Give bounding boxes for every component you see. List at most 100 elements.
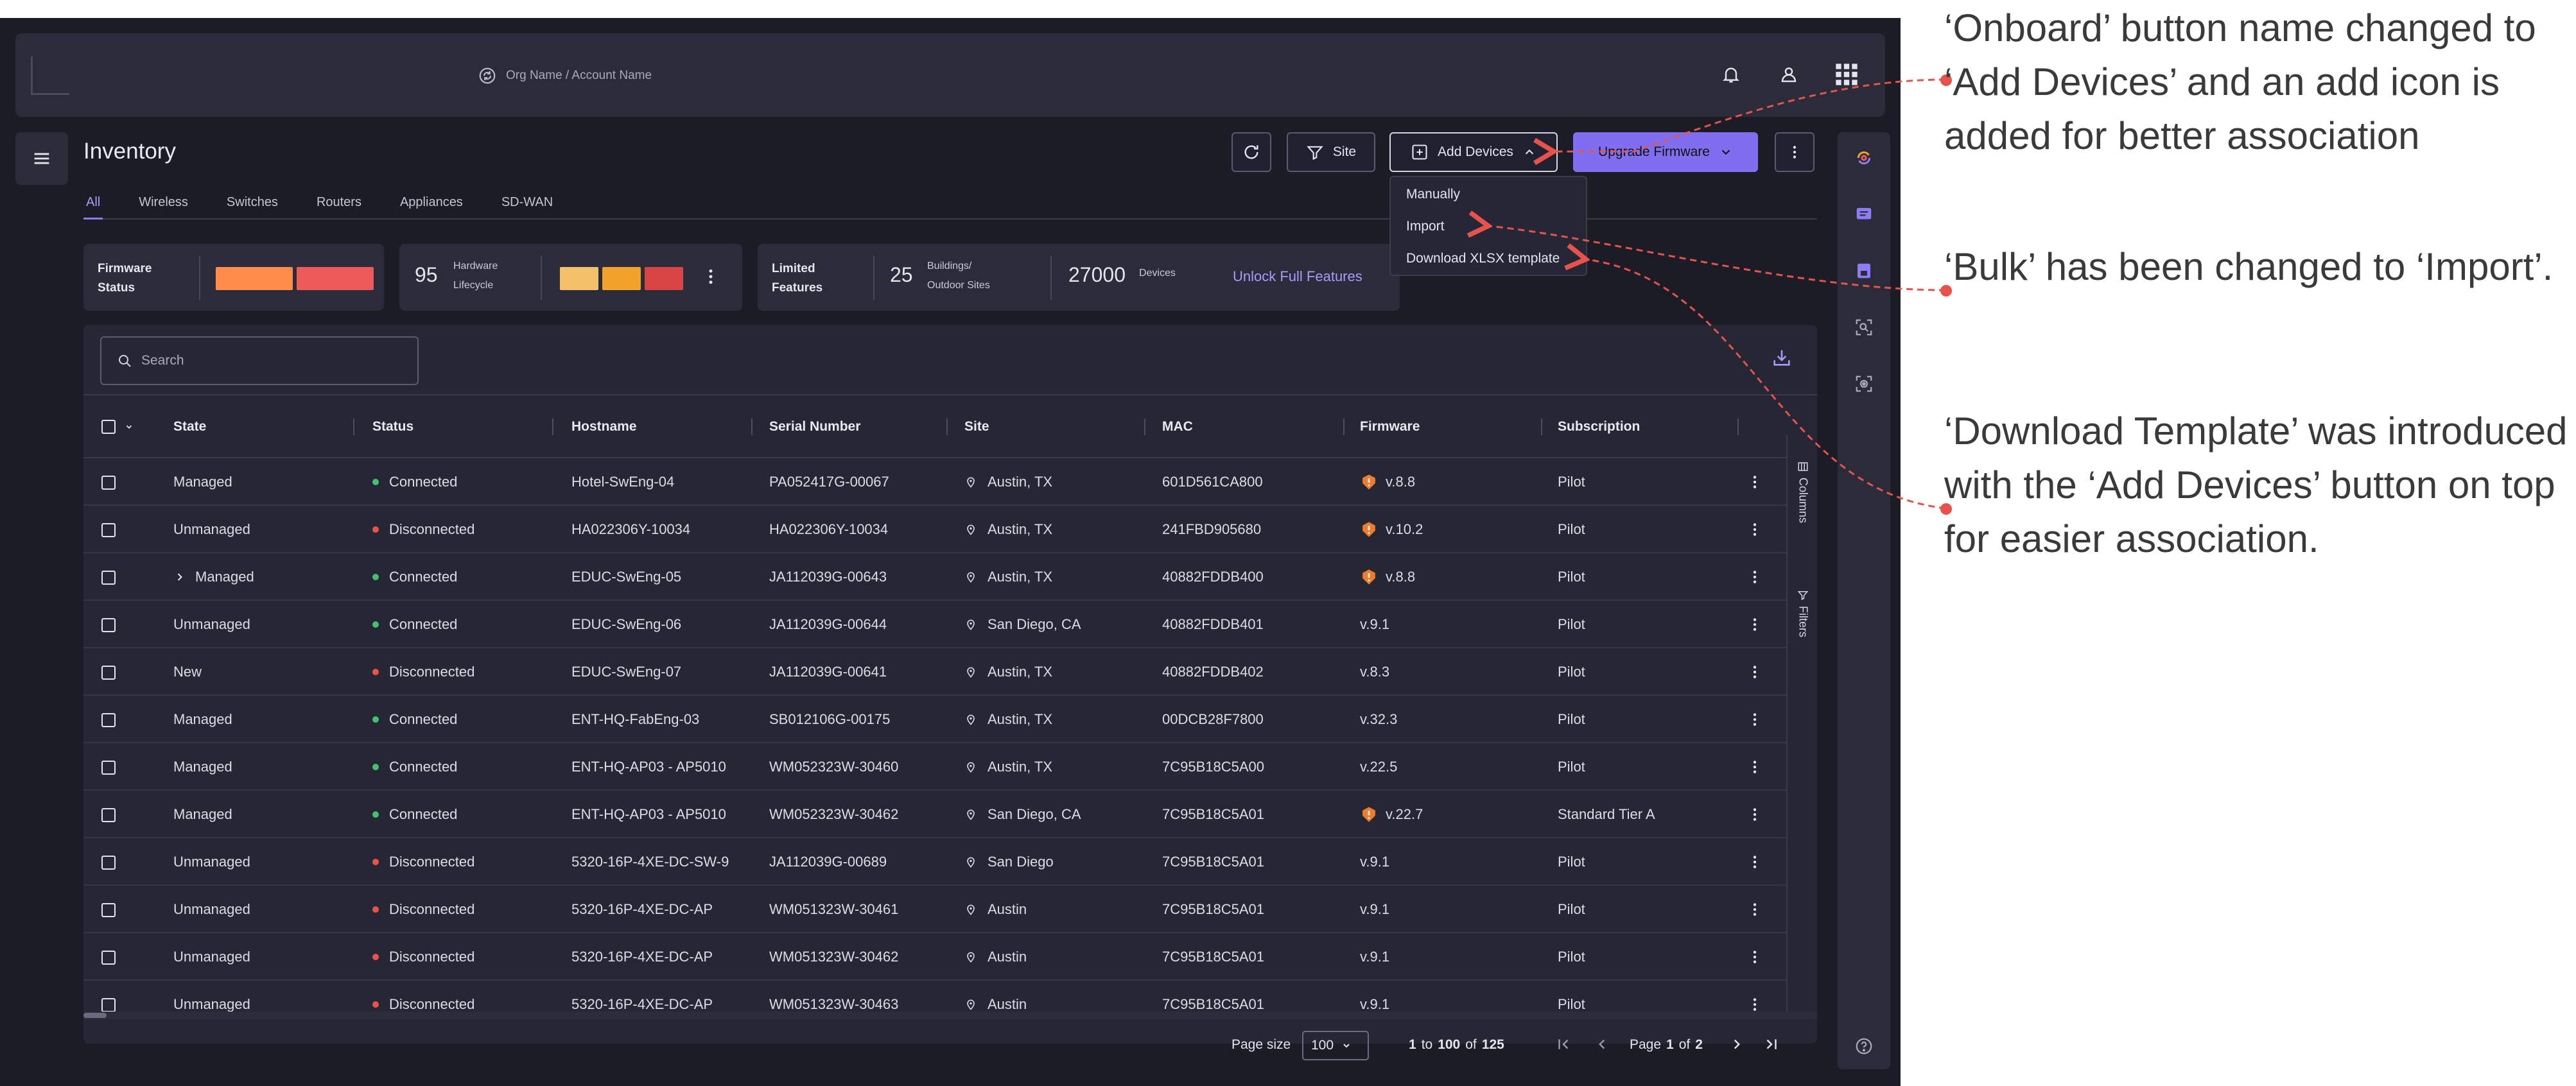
chevron-down-icon [1343, 1044, 1350, 1048]
row-actions-button[interactable] [1746, 601, 1763, 648]
row-checkbox[interactable] [101, 951, 116, 965]
table-row[interactable]: Managed Connected Hotel-SwEng-04 PA052417G-… [83, 458, 1817, 506]
row-checkbox[interactable] [101, 523, 116, 537]
chat-icon[interactable] [1851, 202, 1877, 227]
cell-text: 7C95B18C5A01 [1162, 996, 1265, 1012]
column-site[interactable]: Site [964, 419, 989, 434]
org-switcher[interactable]: Org Name / Account Name [478, 63, 652, 89]
cell-mac: 7C95B18C5A01 [1162, 981, 1264, 1012]
columns-panel-tab[interactable]: Columns [1790, 461, 1816, 523]
apps-grid-icon[interactable] [1831, 59, 1862, 90]
row-checkbox[interactable] [101, 618, 116, 632]
tab-all[interactable]: All [83, 195, 103, 220]
menu-item-import[interactable]: Import [1406, 219, 1445, 234]
row-actions-button[interactable] [1746, 553, 1763, 601]
row-checkbox[interactable] [101, 808, 116, 822]
table-row[interactable]: Unmanaged Connected EDUC-SwEng-06 JA112039G… [83, 601, 1817, 648]
table-row[interactable]: Unmanaged Disconnected 5320-16P-4XE-DC-SW-… [83, 838, 1817, 886]
previous-page-icon[interactable] [1594, 1036, 1610, 1053]
refresh-button[interactable] [1231, 132, 1271, 172]
table-row[interactable]: Managed Connected EDUC-SwEng-05 JA112039G-0… [83, 553, 1817, 601]
tab-appliances[interactable]: Appliances [399, 195, 463, 209]
table-row[interactable]: Managed Connected ENT-HQ-AP03 - AP5010 WM05… [83, 743, 1817, 791]
row-checkbox[interactable] [101, 903, 116, 917]
row-checkbox[interactable] [101, 761, 116, 775]
location-pin-icon [967, 667, 975, 678]
table-row[interactable]: Managed Connected ENT-HQ-FabEng-03 SB012106… [83, 696, 1817, 743]
row-actions-button[interactable] [1746, 696, 1763, 743]
firmware-status-card[interactable]: Firmware Status [83, 244, 384, 311]
row-checkbox[interactable] [101, 666, 116, 680]
tab-routers[interactable]: Routers [316, 195, 361, 209]
row-actions-button[interactable] [1746, 886, 1763, 933]
menu-item-download-template[interactable]: Download XLSX template [1406, 251, 1560, 266]
download-icon[interactable] [1771, 347, 1793, 372]
row-checkbox[interactable] [101, 571, 116, 585]
menu-item-manually[interactable]: Manually [1406, 187, 1461, 202]
user-icon[interactable] [1773, 59, 1804, 90]
column-status[interactable]: Status [372, 419, 414, 434]
column-firmware[interactable]: Firmware [1360, 419, 1420, 434]
row-actions-button[interactable] [1746, 933, 1763, 981]
search-input[interactable]: Search [100, 336, 419, 385]
unlock-features-link[interactable]: Unlock Full Features [1233, 268, 1362, 284]
select-all-checkbox[interactable] [101, 420, 116, 434]
table-row[interactable]: Managed Connected ENT-HQ-AP03 - AP5010 WM05… [83, 791, 1817, 838]
row-actions-button[interactable] [1746, 458, 1763, 506]
cell-text: SB012106G-00175 [769, 711, 891, 727]
row-actions-button[interactable] [1746, 648, 1763, 696]
chevron-right-icon[interactable] [173, 571, 186, 583]
tab-wireless[interactable]: Wireless [139, 195, 188, 209]
table-row[interactable]: Unmanaged Disconnected HA022306Y-10034 HA02… [83, 506, 1817, 553]
tab-switches[interactable]: Switches [226, 195, 278, 209]
row-actions-button[interactable] [1746, 981, 1763, 1012]
row-checkbox[interactable] [101, 713, 116, 727]
cell-text: 7C95B18C5A01 [1162, 806, 1265, 822]
column-hostname[interactable]: Hostname [571, 419, 637, 434]
table-row[interactable]: Unmanaged Disconnected 5320-16P-4XE-DC-AP W… [83, 981, 1817, 1012]
row-actions-button[interactable] [1746, 838, 1763, 886]
notes-icon[interactable] [1851, 258, 1877, 284]
table-row[interactable]: Unmanaged Disconnected 5320-16P-4XE-DC-AP W… [83, 933, 1817, 981]
column-mac[interactable]: MAC [1162, 419, 1193, 434]
row-checkbox[interactable] [101, 856, 116, 870]
hardware-lifecycle-card[interactable]: 95 Hardware Lifecycle [399, 244, 742, 311]
cell-text: Pilot [1558, 949, 1585, 965]
first-page-icon[interactable] [1555, 1036, 1572, 1053]
bell-icon[interactable] [1716, 59, 1746, 90]
cell-status: Connected [372, 458, 457, 506]
site-filter-label: Site [1332, 144, 1357, 159]
scan-search-icon[interactable] [1851, 315, 1877, 340]
column-state[interactable]: State [173, 419, 207, 434]
filters-panel-tab[interactable]: Filters [1790, 589, 1816, 637]
kebab-icon[interactable] [701, 267, 720, 286]
row-checkbox[interactable] [101, 998, 116, 1012]
row-actions-button[interactable] [1746, 791, 1763, 838]
page-size-select[interactable]: 100 [1302, 1031, 1369, 1060]
row-actions-button[interactable] [1746, 506, 1763, 553]
menu-button[interactable] [15, 132, 68, 185]
table-row[interactable]: Unmanaged Disconnected 5320-16P-4XE-DC-AP W… [83, 886, 1817, 933]
horizontal-scrollbar[interactable] [83, 1012, 1817, 1019]
row-checkbox[interactable] [101, 476, 116, 490]
cell-hostname: 5320-16P-4XE-DC-AP [571, 933, 713, 981]
assistant-icon[interactable] [1851, 145, 1877, 171]
firmware-status-label: Firmware Status [98, 262, 152, 295]
scan-target-icon[interactable] [1851, 371, 1877, 397]
next-page-icon[interactable] [1728, 1036, 1745, 1053]
cell-text: 40882FDDB401 [1162, 616, 1264, 632]
column-divider [1343, 418, 1345, 435]
column-serial-number[interactable]: Serial Number [769, 419, 861, 434]
cell-text: WM051323W-30463 [769, 996, 899, 1012]
tab-sd-wan[interactable]: SD-WAN [501, 195, 553, 209]
cell-text: v.8.3 [1360, 664, 1390, 680]
more-actions-button[interactable] [1775, 132, 1815, 172]
help-icon[interactable] [1851, 1033, 1877, 1059]
site-filter-button[interactable]: Site [1287, 132, 1375, 172]
column-subscription[interactable]: Subscription [1558, 419, 1640, 434]
scrollbar-thumb[interactable] [83, 1013, 107, 1018]
table-row[interactable]: New Disconnected EDUC-SwEng-07 JA112039G-00… [83, 648, 1817, 696]
chevron-down-icon[interactable] [125, 422, 134, 431]
last-page-icon[interactable] [1763, 1036, 1780, 1053]
row-actions-button[interactable] [1746, 743, 1763, 791]
